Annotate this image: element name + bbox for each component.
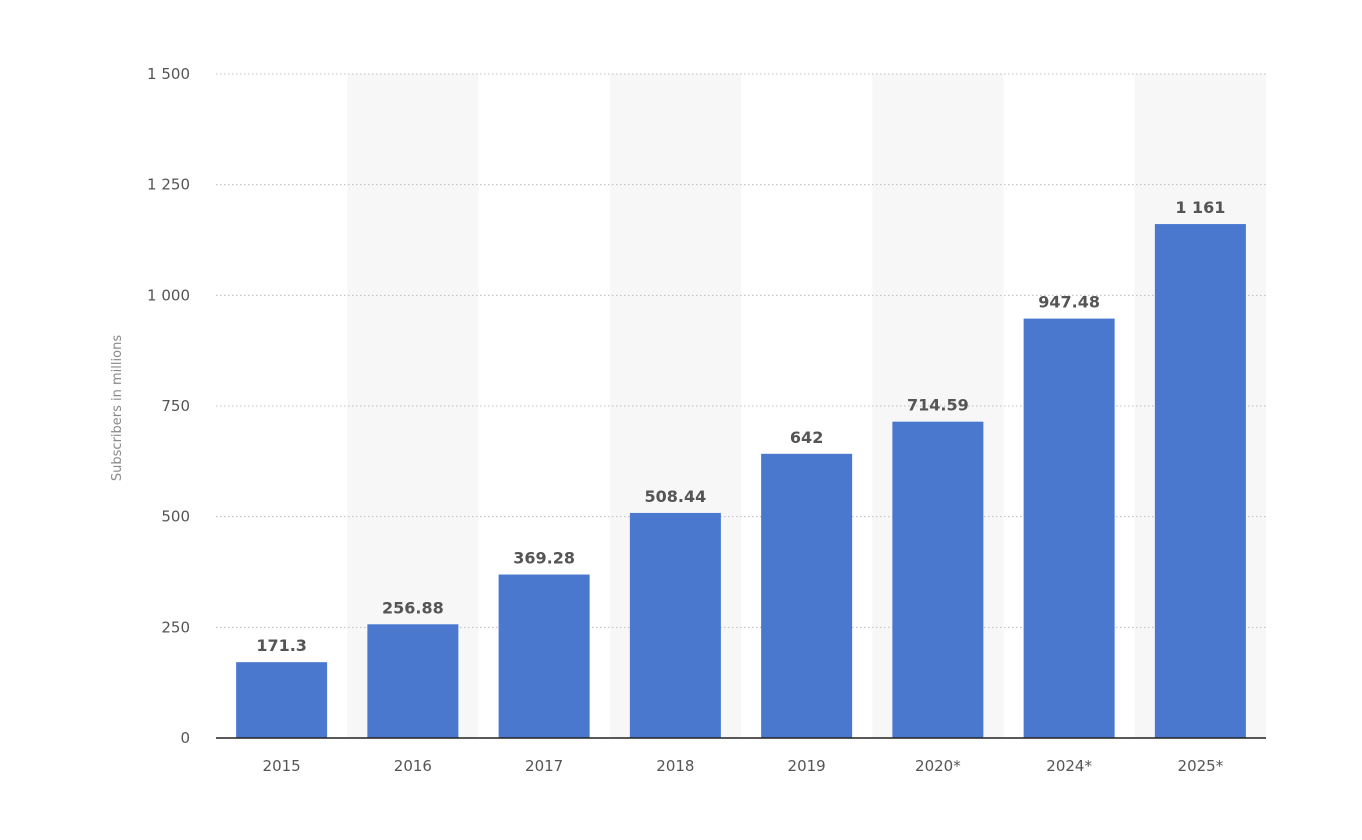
gridlines: [216, 73, 1266, 628]
x-axis-ticks: 2015 2016 2017 2018 2019 2020* 2024* 2025*: [263, 757, 1224, 775]
data-label: 256.88: [382, 598, 444, 617]
x-tick-label: 2019: [788, 757, 826, 775]
x-tick-label: 2025*: [1178, 757, 1224, 775]
data-label: 508.44: [645, 487, 707, 506]
x-tick-label: 2024*: [1046, 757, 1092, 775]
data-label: 642: [790, 428, 823, 447]
x-tick-label: 2015: [263, 757, 301, 775]
y-tick-label: 500: [161, 508, 190, 526]
data-labels: 171.3 256.88 369.28 508.44 642 714.59 947.48 1 …: [256, 198, 1225, 655]
y-axis-title: Subscribers in millions: [110, 335, 125, 481]
bar: [761, 453, 853, 738]
y-tick-label: 0: [180, 729, 190, 747]
y-tick-label: 1 000: [147, 286, 190, 304]
y-axis-ticks: 0 250 500 750 1 000 1 250 1 500: [147, 65, 190, 747]
bar: [367, 624, 459, 738]
data-label: 947.48: [1038, 293, 1100, 312]
bar: [236, 662, 328, 738]
bar: [892, 421, 984, 738]
bar: [1023, 318, 1115, 738]
data-label: 1 161: [1175, 198, 1225, 217]
x-tick-label: 2016: [394, 757, 432, 775]
bar: [629, 512, 721, 738]
y-tick-label: 1 500: [147, 65, 190, 83]
x-tick-label: 2017: [525, 757, 563, 775]
y-tick-label: 250: [161, 618, 190, 636]
data-label: 369.28: [513, 549, 575, 568]
bar: [498, 574, 590, 738]
bar: [1154, 224, 1246, 739]
y-tick-label: 1 250: [147, 176, 190, 194]
data-label: 171.3: [256, 636, 307, 655]
y-tick-label: 750: [161, 397, 190, 415]
bars: [236, 224, 1246, 739]
x-tick-label: 2018: [656, 757, 694, 775]
data-label: 714.59: [907, 396, 969, 415]
x-tick-label: 2020*: [915, 757, 961, 775]
